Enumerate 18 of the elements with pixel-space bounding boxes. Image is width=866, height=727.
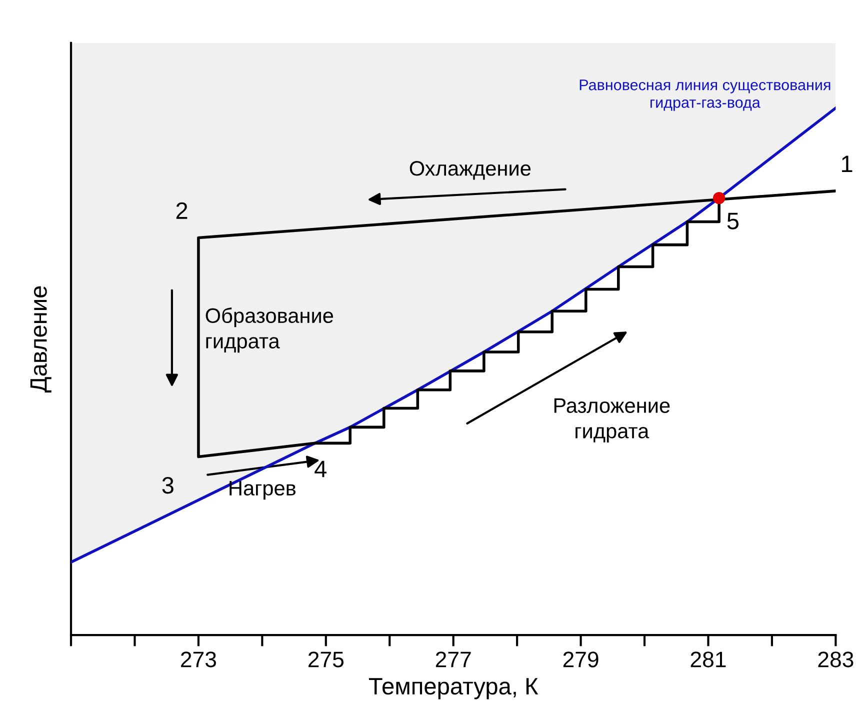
x-tick-label: 275 [308, 652, 344, 668]
annotation: Образование гидрата [206, 308, 334, 353]
x-tick-label: 277 [436, 652, 471, 668]
annotation: Охлаждение [410, 161, 531, 180]
series-label: Равновесная линия существования гидрат-газ-вода [580, 80, 830, 111]
annotation: 2 [176, 202, 188, 219]
x-tick-label: 279 [563, 652, 598, 668]
annotation: 5 [727, 212, 739, 230]
y-axis-title: Давление [30, 286, 52, 392]
annotation: Нагрев [230, 481, 296, 500]
x-axis-title: Температура, К [368, 678, 538, 700]
x-tick-label: 273 [181, 652, 216, 668]
annotation: Разложение гидрата [554, 398, 670, 443]
annotation: 1 [842, 156, 852, 172]
annotation: 4 [314, 460, 326, 478]
annotation: 3 [162, 476, 174, 494]
x-tick-label: 283 [818, 652, 854, 668]
x-tick-label: 281 [690, 652, 726, 668]
